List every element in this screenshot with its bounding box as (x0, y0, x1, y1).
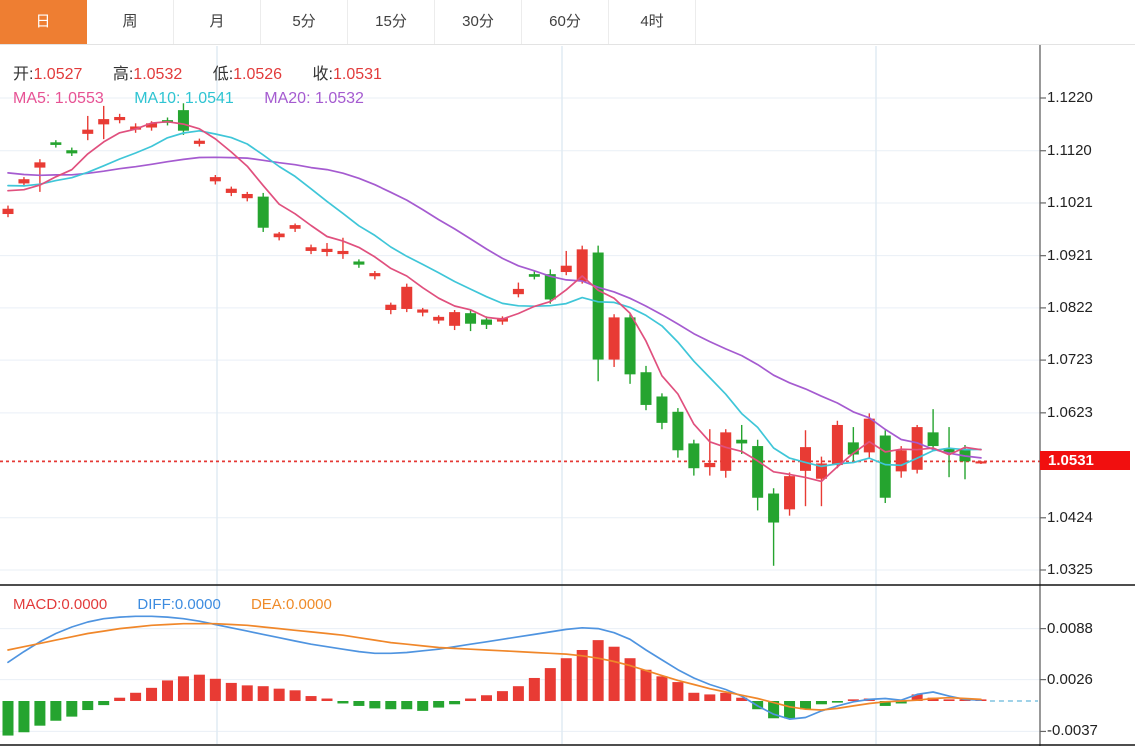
ma20-line (7, 156, 982, 459)
close-label: 收: (312, 66, 333, 83)
candles (2, 103, 987, 566)
ma-legend: MA5: 1.0553 MA10: 1.0541 MA20: 1.0532 (13, 90, 390, 108)
diff-value: 0.0000 (174, 596, 221, 613)
ma10-label: MA10: (134, 90, 181, 107)
dea-value: 0.0000 (285, 596, 332, 613)
period-tab-bar: 日 周 月 5分 15分 30分 60分 4时 (0, 0, 1135, 45)
axis-ticks (1040, 97, 1046, 733)
high-value: 1.0532 (133, 66, 183, 83)
dea-line (7, 622, 982, 711)
open-value: 1.0527 (33, 66, 83, 83)
low-value: 1.0526 (233, 66, 283, 83)
tab-30min[interactable]: 30分 (435, 0, 522, 44)
price-axis-label: 1.0325 (1047, 560, 1093, 578)
tab-5min[interactable]: 5分 (261, 0, 348, 44)
tab-60min[interactable]: 60分 (522, 0, 609, 44)
close-value: 1.0531 (332, 66, 382, 83)
ma5-line (7, 120, 982, 483)
price-axis-label: 1.0723 (1047, 351, 1093, 369)
diff-line (7, 615, 982, 720)
open-label: 开: (13, 66, 34, 83)
price-axis-label: 1.1220 (1047, 89, 1093, 106)
diff-label: DIFF: (137, 596, 175, 613)
tab-month[interactable]: 月 (174, 0, 261, 44)
dea-label: DEA: (250, 596, 286, 613)
ma10-value: 1.0541 (184, 90, 234, 107)
tab-day[interactable]: 日 (0, 0, 87, 44)
ohlc-legend: 开:1.0527 高:1.0532 低:1.0526 收:1.0531 (13, 60, 408, 84)
price-axis-label: 1.1120 (1047, 141, 1092, 159)
macd-value: 0.0000 (61, 596, 108, 613)
macd-legend: MACD:0.0000 DIFF:0.0000 DEA:0.0000 (13, 596, 358, 613)
tab-15min[interactable]: 15分 (348, 0, 435, 44)
macd-histogram (2, 640, 987, 736)
ma10-line (7, 129, 982, 468)
ma5-value: 1.0553 (54, 90, 104, 107)
price-axis-label: 1.0424 (1047, 508, 1093, 526)
current-price-tag: 1.0531 (1040, 451, 1130, 471)
macd-label: MACD: (13, 596, 62, 613)
ma20-value: 1.0532 (314, 90, 364, 107)
ma5-label: MA5: (13, 90, 51, 107)
price-axis-label: 1.0623 (1047, 403, 1093, 421)
tab-4hour[interactable]: 4时 (609, 0, 696, 44)
low-label: 低: (212, 66, 234, 83)
price-axis-label: 1.0822 (1047, 298, 1093, 316)
price-axis-label: 1.1021 (1047, 193, 1093, 211)
price-axis-label: 1.0921 (1047, 246, 1093, 264)
macd-axis-label: -0.0037 (1047, 722, 1098, 740)
macd-axis-label: 0.0026 (1047, 670, 1093, 688)
ma20-label: MA20: (264, 90, 311, 107)
macd-axis-label: 0.0088 (1047, 619, 1093, 637)
gridlines (0, 46, 1040, 744)
high-label: 高: (112, 66, 134, 83)
tab-week[interactable]: 周 (87, 0, 174, 44)
